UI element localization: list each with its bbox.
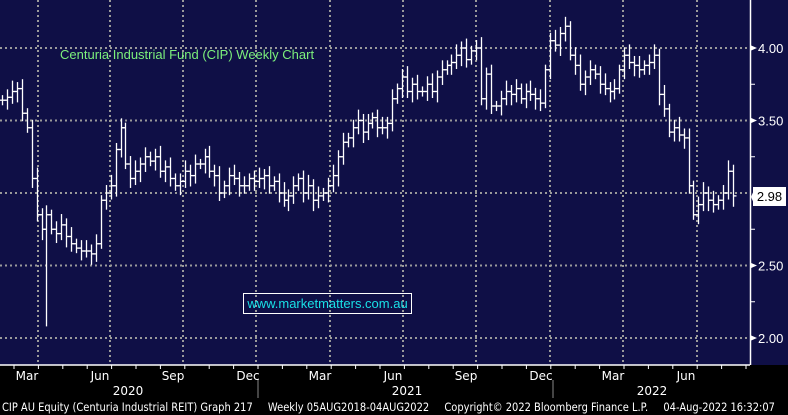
x-month-label: Jun (383, 369, 403, 383)
watermark-link[interactable]: www.marketmatters.com.au (243, 293, 412, 314)
x-year-label: 2020 (113, 384, 144, 398)
footer-bar: CIP AU Equity (Centuria Industrial REIT)… (2, 400, 787, 414)
x-year-label: 2022 (637, 384, 668, 398)
x-month-label: Mar (16, 369, 39, 383)
x-month-label: Jun (676, 369, 696, 383)
x-month-label: Sep (455, 369, 478, 383)
y-tick-arrow (750, 262, 757, 269)
x-month-label: Mar (602, 369, 625, 383)
x-year-label: 2021 (392, 384, 423, 398)
x-month-label: Dec (529, 369, 552, 383)
y-tick-label: 2.50 (758, 259, 783, 274)
x-month-label: Sep (162, 369, 185, 383)
y-tick-label: 4.00 (758, 41, 783, 56)
last-price-label: 2.98 (753, 187, 786, 206)
footer-timestamp: 04-Aug-2022 16:32:07 (663, 400, 775, 414)
footer-copyright: Copyright© 2022 Bloomberg Finance L.P. (444, 400, 649, 414)
chart-title: Centuria Industrial Fund (CIP) Weekly Ch… (60, 47, 315, 62)
x-month-label: Mar (309, 369, 332, 383)
footer-range: Weekly 05AUG2018-04AUG2022 (267, 400, 430, 414)
y-tick-label: 3.50 (758, 114, 783, 129)
axis-background (750, 0, 788, 365)
y-tick-arrow (750, 335, 757, 341)
x-month-label: Dec (236, 369, 259, 383)
footer-security: CIP AU Equity (Centuria Industrial REIT)… (2, 400, 253, 414)
y-tick-arrow (750, 45, 757, 51)
y-tick-label: 2.00 (758, 331, 783, 346)
y-tick-arrow (750, 117, 757, 124)
x-month-label: Jun (90, 369, 110, 383)
